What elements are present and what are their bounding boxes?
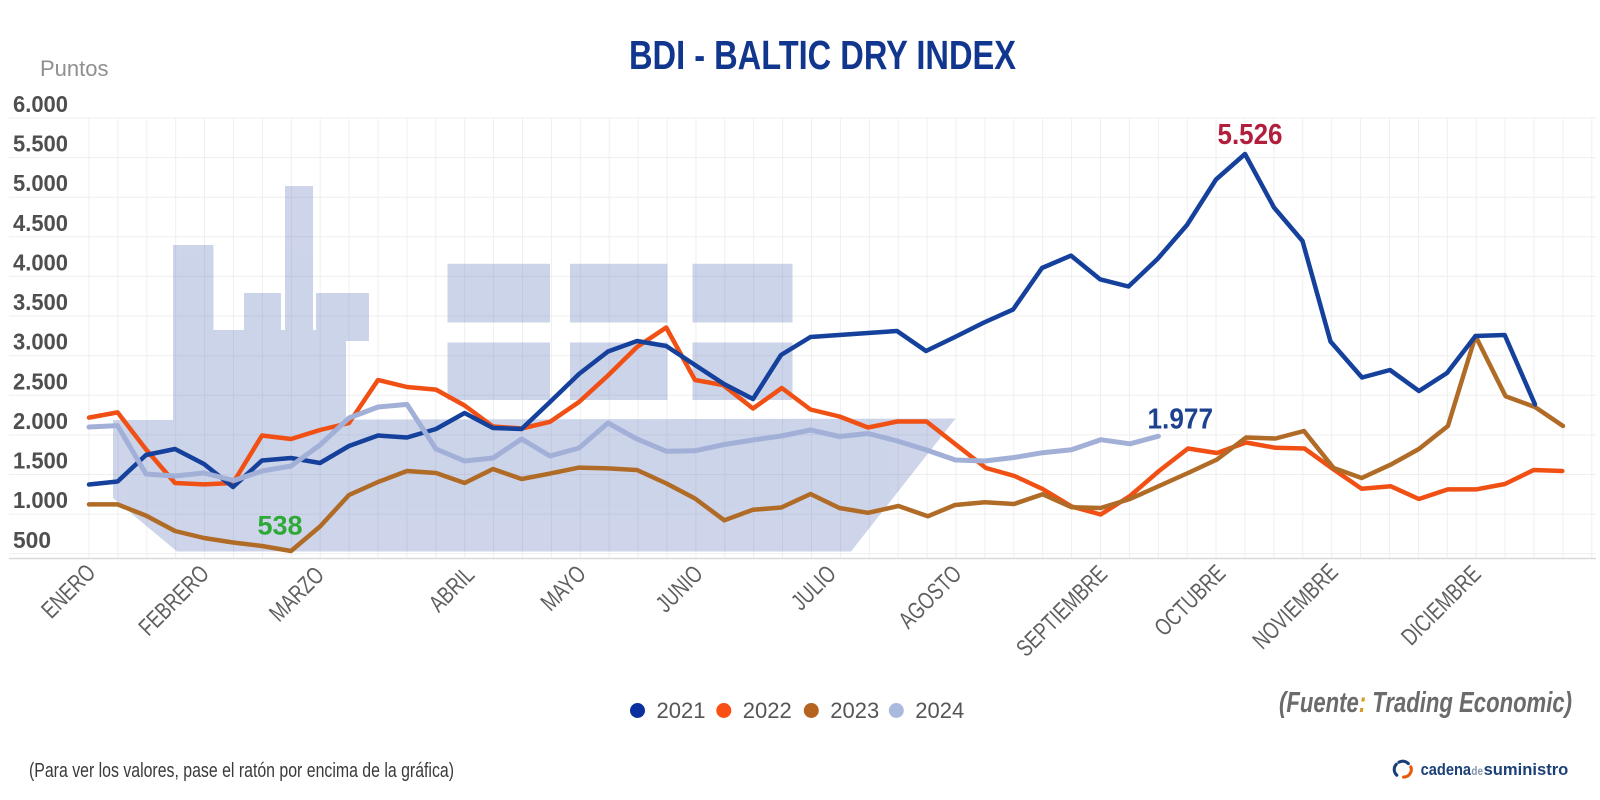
svg-text:500: 500 [13,527,51,553]
svg-text:5.000: 5.000 [13,170,68,196]
svg-text:1.000: 1.000 [13,487,68,513]
svg-text:1.500: 1.500 [13,448,68,474]
svg-text:(Para ver los valores, pase el: (Para ver los valores, pase el ratón por… [29,760,454,782]
svg-text:de: de [1471,766,1483,778]
svg-text:2022: 2022 [743,698,792,723]
svg-text:5.500: 5.500 [13,131,68,157]
svg-text:2.000: 2.000 [13,408,68,434]
svg-text:6.000: 6.000 [13,91,68,117]
svg-text:538: 538 [258,511,303,541]
svg-text:1.977: 1.977 [1148,404,1214,436]
svg-text:5.526: 5.526 [1218,119,1283,151]
svg-text:4.500: 4.500 [13,210,68,236]
svg-text:(Fuente: Trading Economic): (Fuente: Trading Economic) [1279,687,1572,719]
svg-text:2.500: 2.500 [13,368,68,394]
svg-text:2021: 2021 [657,698,706,723]
svg-text:2024: 2024 [915,698,964,723]
svg-text:suministro: suministro [1484,761,1569,779]
svg-text:cadena: cadena [1421,761,1472,779]
svg-text:3.500: 3.500 [13,289,68,315]
svg-text:3.000: 3.000 [13,329,68,355]
svg-text:4.000: 4.000 [13,249,68,275]
svg-text:Puntos: Puntos [40,56,109,81]
svg-text:2023: 2023 [830,698,879,723]
svg-text:BDI - BALTIC DRY INDEX: BDI - BALTIC DRY INDEX [629,32,1016,78]
